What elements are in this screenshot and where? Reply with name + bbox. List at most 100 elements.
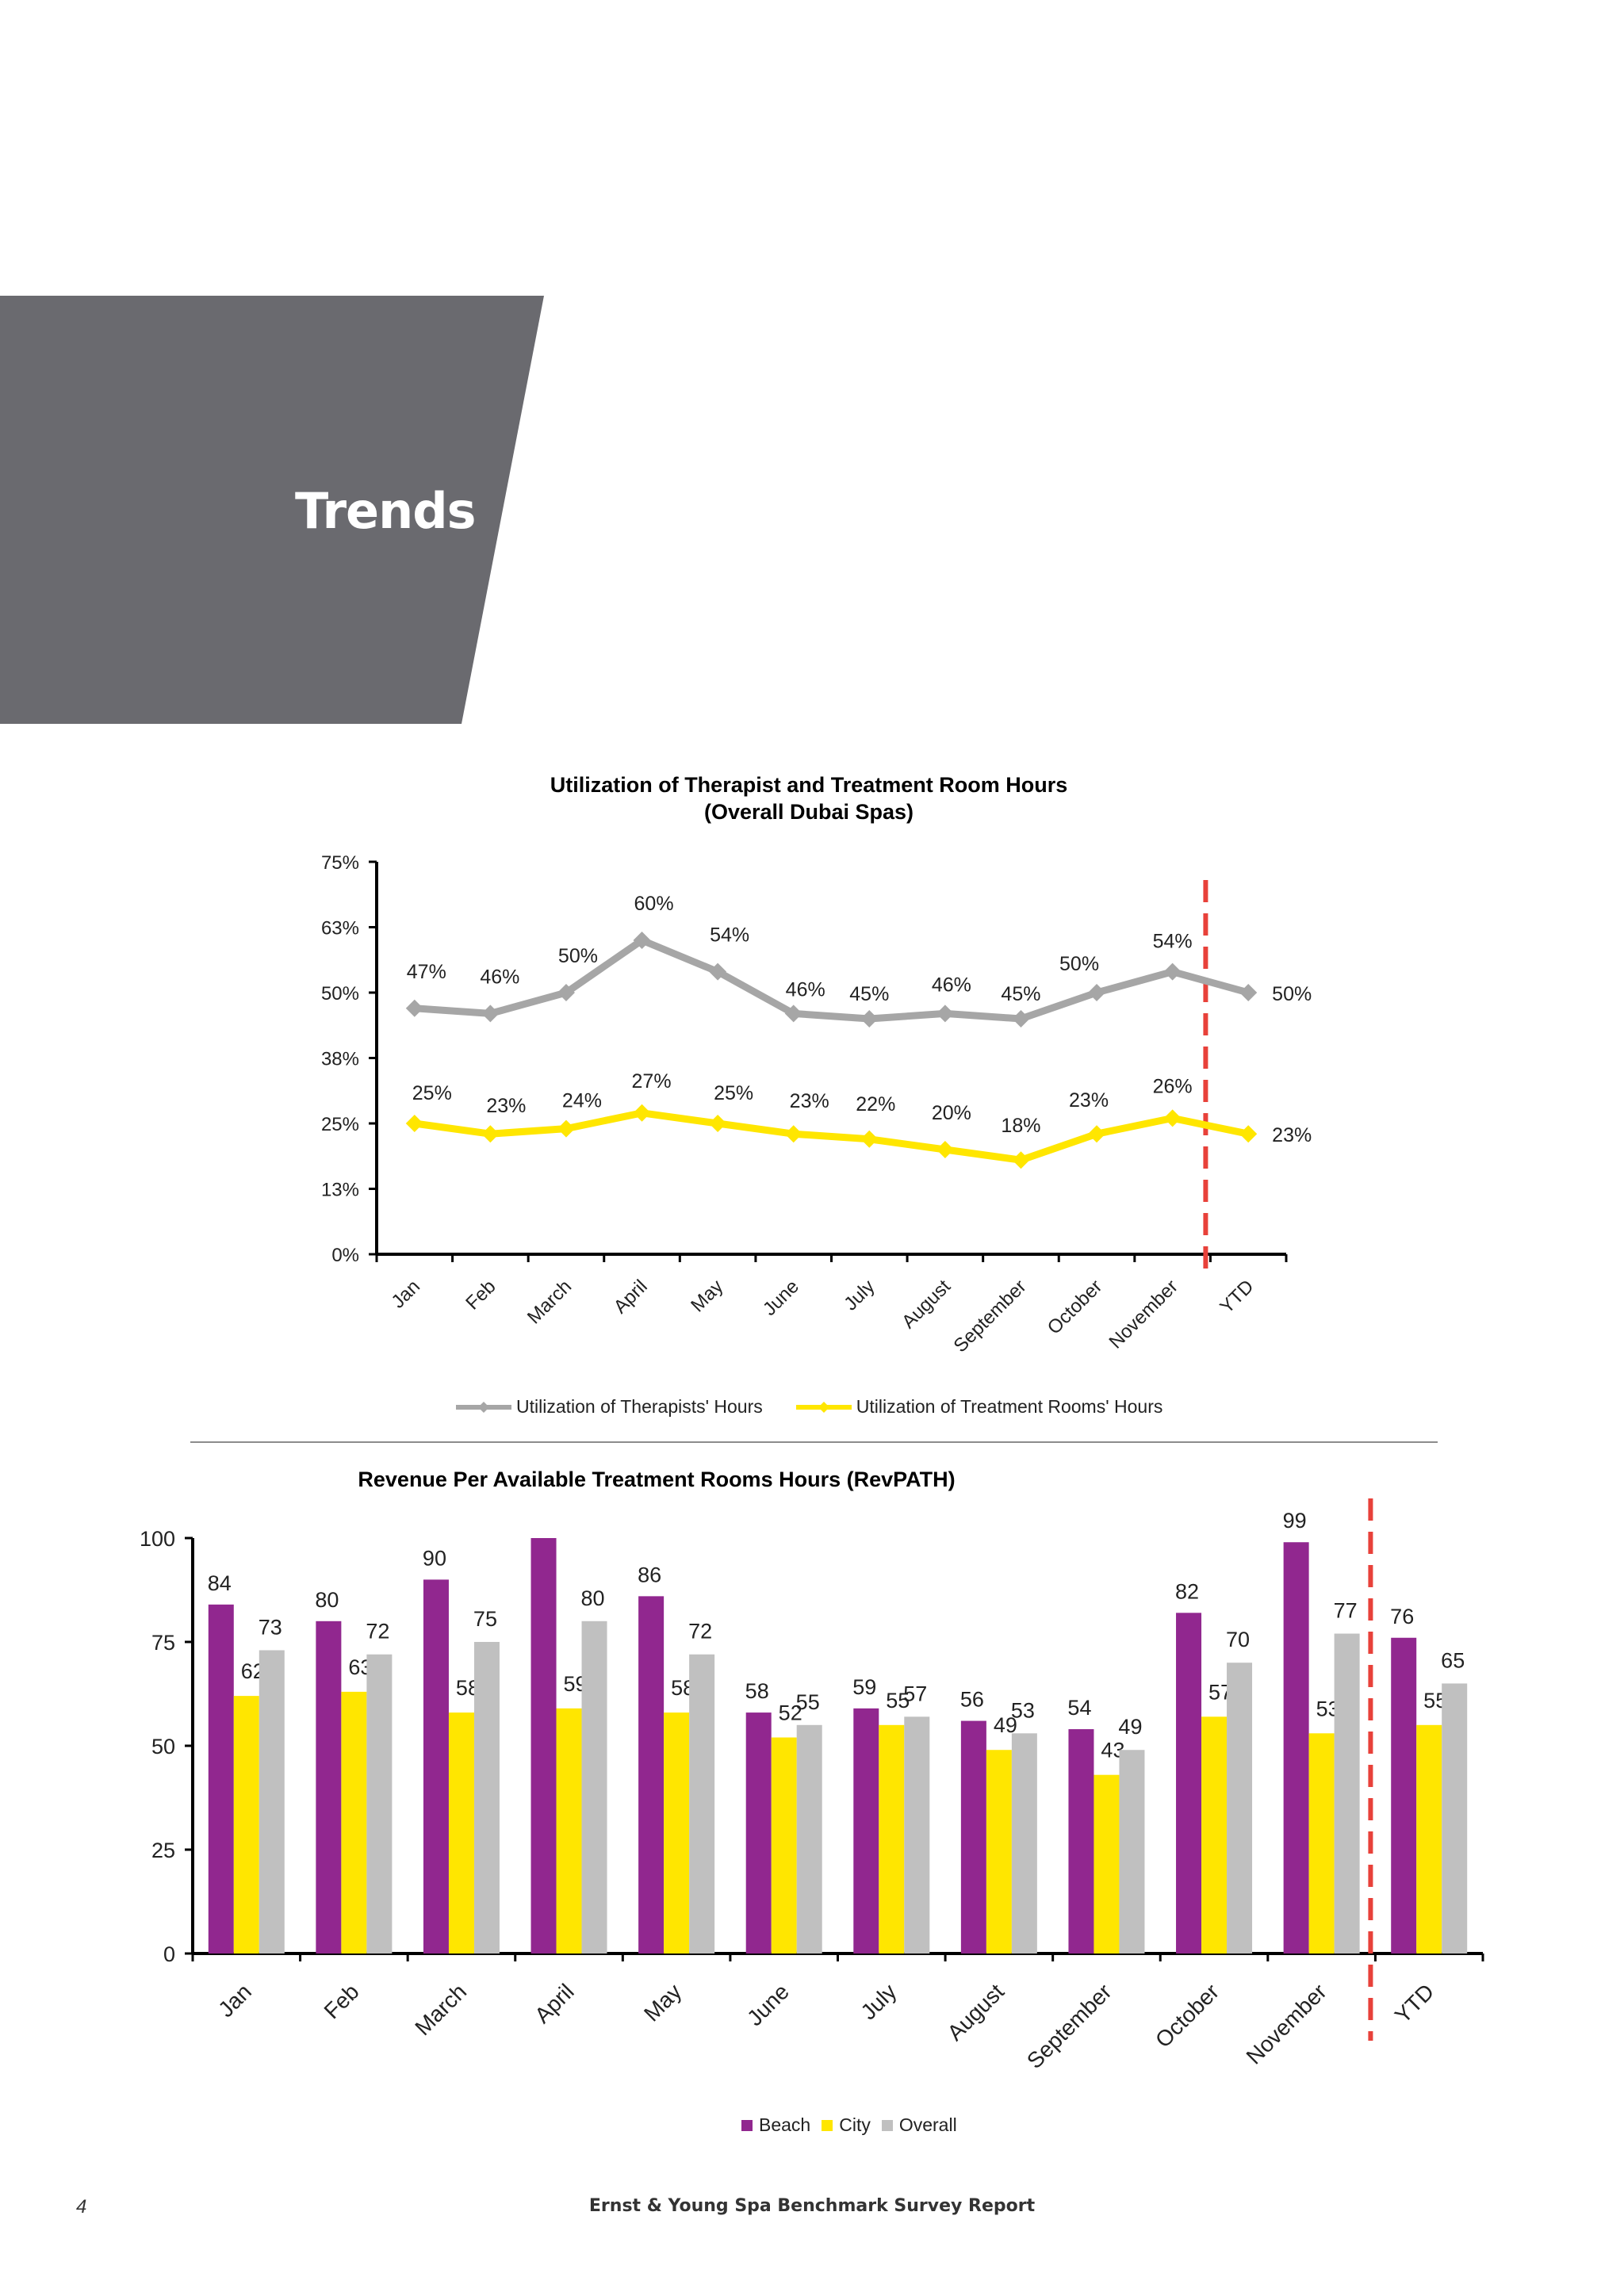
line-data-label: 46% [480,966,519,988]
line-data-label: 26% [1153,1075,1193,1097]
bar [1201,1716,1228,1954]
line-data-label: 46% [786,978,825,1001]
line-data-point [405,999,423,1017]
line-data-point [1239,984,1258,1001]
line-x-tick-label: April [610,1276,652,1318]
line-data-point [1012,1151,1030,1169]
utilization-line-chart: Utilization of Therapist and Treatment R… [321,773,1312,1357]
line-x-tick-label: October [1044,1276,1106,1338]
line-x-tick-label: Feb [462,1276,500,1314]
bar-data-label: 76 [1390,1605,1414,1628]
line-data-label: 22% [856,1093,895,1115]
bar [259,1650,285,1954]
line-x-tick-label: August [898,1276,955,1333]
line-data-label: 45% [1001,983,1040,1005]
page-number: 4 [76,2196,87,2218]
bar [341,1691,367,1954]
line-data-point [709,962,727,981]
bar-data-label: 56 [960,1688,984,1712]
bar-y-tick-label: 75 [151,1631,175,1655]
bar [771,1737,797,1954]
line-x-tick-label: June [759,1276,803,1320]
bar-data-label: 54 [1067,1696,1091,1720]
bar-y-tick-label: 0 [163,1942,175,1966]
bar [1391,1637,1417,1954]
bar-data-label: 99 [1283,1509,1307,1533]
line-data-point [860,1010,879,1027]
bar-data-label: 55 [886,1689,910,1712]
line-y-tick-label: 50% [321,983,359,1004]
line-chart-series: 47% 46% 50% 60% 54% 46% 45% 46% 45% 50% 54% 50% 25% 2… [405,893,1312,1169]
bar-data-label: 49 [994,1713,1017,1737]
bar-x-tick-label: June [742,1979,794,2030]
bar [1416,1724,1442,1954]
bar-x-tick-label: November [1242,1979,1331,2068]
line-x-tick-label: March [523,1276,576,1328]
bar [1308,1733,1335,1954]
bar [556,1708,582,1954]
line-y-tick-label: 0% [331,1245,359,1266]
bar [423,1579,449,1954]
line-chart-title: Utilization of Therapist and Treatment R… [550,773,1068,797]
line-data-label: 50% [1059,953,1099,975]
line-data-label: 18% [1001,1115,1040,1137]
line-data-label: 23% [790,1090,829,1112]
bar-data-label: 65 [1441,1648,1465,1672]
line-data-label: 25% [714,1082,753,1104]
bar-y-tick-label: 50 [151,1735,175,1758]
bar-data-label: 90 [423,1546,446,1570]
bar-data-label: 55 [796,1690,820,1714]
bar [986,1750,1012,1954]
bar-data-label: 75 [473,1607,497,1631]
line-data-point [405,1115,423,1132]
footer-text: Ernst & Young Spa Benchmark Survey Repor… [588,2196,1036,2216]
bar-x-tick-label: May [639,1979,686,2026]
line-x-tick-label: Jan [388,1276,424,1312]
bar-data-label: 86 [638,1563,661,1586]
bar [796,1724,822,1954]
bar-data-label: 52 [779,1701,802,1725]
line-data-point [1163,1109,1182,1127]
bar [448,1712,474,1954]
bar-x-tick-label: March [410,1979,471,2040]
bar [366,1654,393,1954]
line-series-path [414,936,1250,1023]
bar-data-label: 80 [315,1588,339,1612]
bar [1011,1733,1037,1954]
bar [473,1642,500,1954]
legend-swatch-overall [881,2119,893,2131]
line-data-point [557,984,575,1001]
line-data-label: 60% [634,893,674,915]
bar-x-tick-label: Feb [320,1979,364,2023]
bar-x-tick-label: August [943,1979,1009,2045]
bar [1094,1774,1120,1954]
line-x-tick-label: November [1105,1276,1182,1353]
bar-y-tick-label: 100 [140,1527,175,1551]
line-data-point [1239,1125,1258,1143]
bar-x-tick-label: October [1151,1979,1224,2052]
line-data-point [1088,1125,1106,1143]
line-data-label: 54% [1153,931,1193,953]
line-data-point [481,1125,500,1143]
line-data-point [784,1004,802,1023]
line-chart-legend: Utilization of Therapists' Hours Utiliza… [456,1396,1185,1418]
bar [581,1621,607,1954]
bar-data-label: 80 [581,1586,605,1610]
bar-data-label: 49 [1118,1715,1142,1739]
line-data-point [860,1130,879,1148]
section-banner [0,296,547,724]
line-data-label: 47% [407,961,446,983]
line-data-point [557,1119,575,1138]
line-data-point [633,1104,651,1122]
bar [1119,1750,1145,1954]
bar-data-label: 73 [259,1615,282,1639]
legend-swatch-city [822,2119,833,2131]
bar [853,1708,879,1954]
line-y-tick-label: 13% [321,1180,359,1201]
legend-line-therapists [456,1401,511,1413]
bar [904,1716,930,1954]
line-data-label: 50% [1272,983,1312,1005]
line-data-point [709,1115,727,1132]
banner-shape [0,296,544,724]
line-x-tick-label: YTD [1216,1276,1258,1318]
